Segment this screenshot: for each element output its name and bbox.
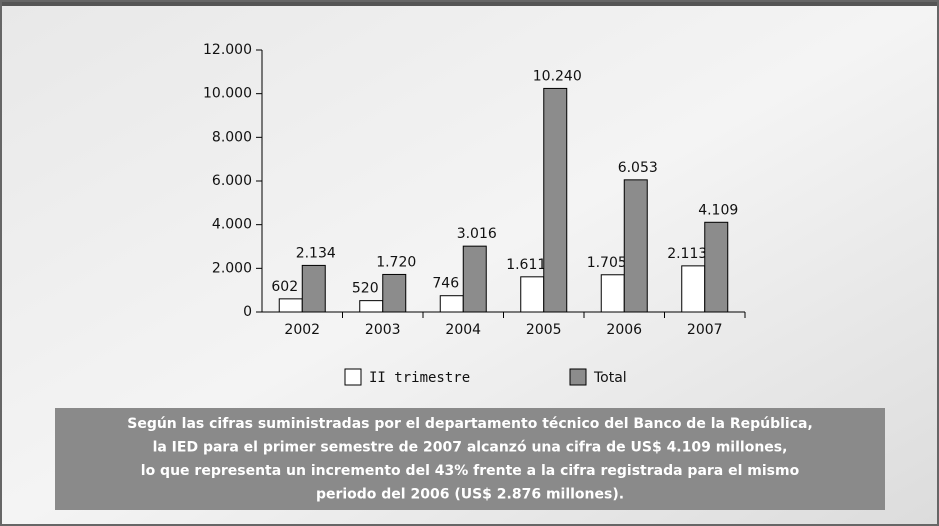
x-tick-label: 2003 <box>365 322 401 338</box>
y-tick-label: 8.000 <box>212 129 252 145</box>
chart: 0 2.000 4.000 6.000 8.000 10.000 12.000 2002 602… <box>0 0 939 526</box>
value-label: 1.720 <box>376 254 416 270</box>
bar <box>682 266 705 312</box>
bar <box>601 275 624 312</box>
note-line: Según las cifras suministradas por el de… <box>127 416 813 432</box>
value-label: 1.705 <box>587 255 627 271</box>
x-tick-label: 2004 <box>445 322 481 338</box>
note-line: periodo del 2006 (US$ 2.876 millones). <box>316 487 624 503</box>
note-line: la IED para el primer semestre de 2007 a… <box>153 440 788 456</box>
y-tick-label: 10.000 <box>203 86 252 102</box>
x-tick-label: 2006 <box>606 322 642 338</box>
bar <box>360 301 383 312</box>
value-label: 4.109 <box>698 202 738 218</box>
y-tick-label: 6.000 <box>212 173 252 189</box>
x-tick-label: 2002 <box>284 322 320 338</box>
bar <box>383 274 406 312</box>
value-label: 6.053 <box>618 160 658 176</box>
legend-swatch <box>570 369 586 385</box>
y-tick-label: 2.000 <box>212 260 252 276</box>
bar <box>521 277 544 312</box>
value-label: 602 <box>271 279 298 295</box>
y-tick-label: 0 <box>243 304 252 320</box>
value-label: 2.134 <box>296 245 336 261</box>
bar <box>624 180 647 312</box>
y-tick-label: 12.000 <box>203 42 252 58</box>
value-label: 3.016 <box>457 226 497 242</box>
note-line: lo que representa un incremento del 43% … <box>141 463 800 479</box>
bar <box>302 265 325 312</box>
x-tick-label: 2005 <box>526 322 562 338</box>
bar <box>544 88 567 312</box>
bar <box>279 299 302 312</box>
legend-swatch <box>345 369 361 385</box>
value-label: 2.113 <box>667 246 707 262</box>
legend-label: II trimestre <box>369 370 470 386</box>
bar <box>705 222 728 312</box>
y-tick-label: 4.000 <box>212 217 252 233</box>
value-label: 1.611 <box>506 257 546 273</box>
value-label: 10.240 <box>533 68 582 84</box>
x-tick-label: 2007 <box>687 322 723 338</box>
bar <box>463 246 486 312</box>
bar <box>440 296 463 312</box>
legend-label: Total <box>593 370 627 386</box>
value-label: 520 <box>352 281 379 297</box>
value-label: 746 <box>432 276 459 292</box>
